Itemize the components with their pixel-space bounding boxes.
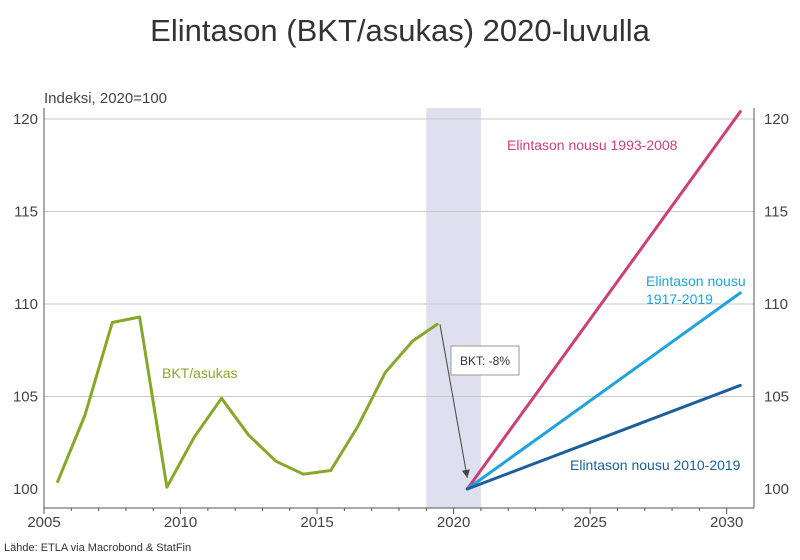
chart-title: Elintason (BKT/asukas) 2020-luvulla — [150, 13, 650, 48]
x-tick-2010: 2010 — [164, 514, 197, 531]
series-label-1917-2019-part1: Elintason nousu — [646, 273, 746, 289]
annotation-box — [450, 345, 520, 376]
series-label-bkt-asukas: BKT/asukas — [162, 365, 237, 381]
series-label-2010-2019: Elintason nousu 2010-2019 — [570, 457, 741, 473]
annotation-arrow — [439, 324, 468, 478]
annotation-text: BKT: -8% — [460, 354, 510, 368]
x-tick-2025: 2025 — [573, 514, 606, 531]
shaded-period — [426, 108, 481, 508]
annotation-arrowhead — [461, 469, 470, 478]
series-line-2 — [465, 291, 742, 491]
y-tick-left-120: 120 — [13, 111, 38, 128]
y-tick-right-100: 100 — [764, 481, 789, 498]
x-tick-2015: 2015 — [300, 514, 333, 531]
x-tick-2005: 2005 — [27, 514, 60, 531]
series-label-1993-2008: Elintason nousu 1993-2008 — [507, 137, 678, 153]
annotation: BKT: -8% — [439, 324, 520, 478]
y-tick-right-115: 115 — [764, 204, 788, 221]
series-label-1917-2019-part2: 1917-2019 — [646, 291, 713, 307]
source-note: Lähde: ETLA via Macrobond & StatFin — [4, 542, 191, 554]
x-tick-2020: 2020 — [437, 514, 470, 531]
y-axis-unit-label: Indeksi, 2020=100 — [44, 90, 167, 107]
y-tick-left-100: 100 — [13, 481, 38, 498]
y-tick-right-105: 105 — [764, 389, 789, 406]
series-line-0 — [56, 315, 439, 489]
y-tick-right-110: 110 — [764, 296, 788, 313]
axes — [43, 108, 755, 514]
series-line-3 — [465, 383, 742, 491]
y-tick-left-115: 115 — [14, 204, 38, 221]
series-line-1 — [465, 110, 742, 491]
series-lines — [56, 110, 742, 491]
y-tick-left-105: 105 — [13, 389, 38, 406]
x-tick-2030: 2030 — [710, 514, 743, 531]
gridlines — [44, 118, 754, 397]
y-tick-right-120: 120 — [764, 111, 789, 128]
tick-labels: 100 100 105 105 110 110 115 115 120 120 2005 2010 20… — [13, 111, 789, 531]
y-tick-left-110: 110 — [14, 296, 38, 313]
